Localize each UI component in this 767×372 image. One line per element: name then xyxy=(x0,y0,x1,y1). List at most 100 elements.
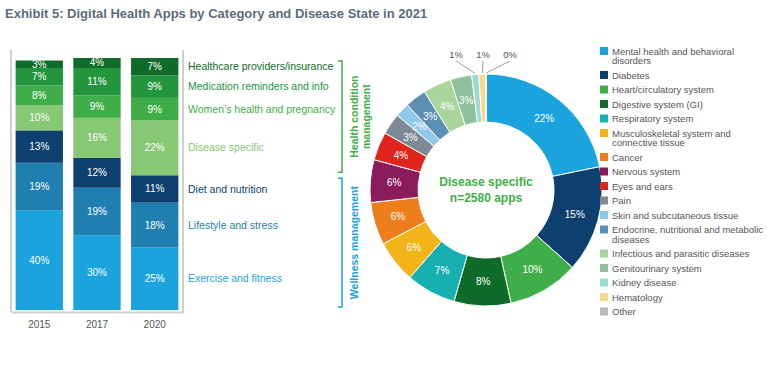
legend-swatch xyxy=(600,211,608,219)
x-tick-label: 2015 xyxy=(28,319,51,330)
data-label: 11% xyxy=(87,76,106,87)
bar-segment xyxy=(131,175,178,202)
group-label: Wellness management xyxy=(348,186,360,300)
legend-swatch xyxy=(600,264,608,272)
bar-segment xyxy=(73,188,120,235)
data-label: 10% xyxy=(522,264,542,275)
data-label: 12% xyxy=(87,167,107,178)
legend-swatch xyxy=(600,100,608,108)
data-label: 7% xyxy=(435,265,450,276)
legend-label: Hematology xyxy=(612,292,663,303)
leader-line xyxy=(482,61,484,73)
data-label: 8% xyxy=(32,90,47,101)
bar-segment xyxy=(131,120,178,175)
data-label: 3% xyxy=(459,95,474,106)
legend-swatch xyxy=(600,71,608,79)
series-label: Medication reminders and info xyxy=(188,80,329,92)
data-label: 7% xyxy=(147,61,162,72)
series-label: Healthcare providers/insurance xyxy=(188,60,333,72)
data-label: 15% xyxy=(565,209,585,220)
donut-subtitle: n=2580 apps xyxy=(450,191,523,205)
data-label: 3% xyxy=(423,111,438,122)
legend-label: Pain xyxy=(612,195,631,206)
donut-slice xyxy=(501,235,573,303)
data-label: 18% xyxy=(145,220,165,231)
legend-label: Musculoskeletal system andconnective tis… xyxy=(612,128,731,149)
legend-label: Kidney disease xyxy=(612,277,676,288)
legend-swatch xyxy=(600,293,608,301)
data-label: 9% xyxy=(90,101,105,112)
group-label: Health conditionmanagement xyxy=(348,76,372,158)
series-label: Lifestyle and stress xyxy=(188,219,278,231)
donut-slice xyxy=(371,197,426,243)
bar-segment xyxy=(131,98,178,120)
donut-slices xyxy=(370,74,602,306)
legend-label: Nervous system xyxy=(612,166,680,177)
data-label: 22% xyxy=(534,113,554,124)
data-label: 16% xyxy=(87,132,107,143)
x-tick: 2020 xyxy=(144,312,167,330)
data-label: 3% xyxy=(403,132,418,143)
data-label: 10% xyxy=(29,112,49,123)
x-tick-label: 2020 xyxy=(144,319,167,330)
legend-label: Cancer xyxy=(612,152,643,163)
x-tick: 2015 xyxy=(28,312,51,330)
data-label: 13% xyxy=(29,141,49,152)
bar-segment xyxy=(73,68,120,95)
data-label: 19% xyxy=(87,206,107,217)
bar-chart: 40%30%25%19%19%18%13%12%11%10%16%22%8%9%… xyxy=(11,50,372,330)
bar-segment xyxy=(131,58,178,75)
bar-segment xyxy=(73,235,120,310)
bar-segment xyxy=(16,130,63,162)
data-label: 25% xyxy=(145,273,165,284)
bar-segment xyxy=(16,105,63,130)
x-axis: 2015 2017 2020 xyxy=(12,312,184,330)
legend-swatch xyxy=(600,168,608,176)
x-axis-line xyxy=(12,312,184,314)
donut-slice xyxy=(486,74,600,176)
legend-label: Other xyxy=(612,306,636,317)
legend-label: Endocrine, nutritional and metabolicdise… xyxy=(612,224,763,245)
legend-label: Infectious and parasitic diseases xyxy=(612,248,750,259)
legend-label: Skin and subcutaneous tissue xyxy=(612,210,738,221)
series-labels: Exercise and fitnessLifestyle and stress… xyxy=(188,60,336,284)
legend-swatch xyxy=(600,153,608,161)
chart-root: Exhibit 5: Digital Health Apps by Catego… xyxy=(0,0,767,372)
bar-segment xyxy=(131,248,178,310)
legend-swatch xyxy=(600,279,608,287)
bar-segment xyxy=(73,158,120,188)
bar-segment xyxy=(73,95,120,117)
series-label: Women’s health and pregnancy xyxy=(188,103,336,115)
data-label: 2% xyxy=(412,121,427,132)
data-label: 1% xyxy=(449,49,463,60)
bar-segment xyxy=(73,118,120,158)
data-label: 11% xyxy=(145,183,164,194)
legend-swatch xyxy=(600,182,608,190)
donut-slice xyxy=(486,74,487,122)
legend-label: Respiratory system xyxy=(612,113,693,124)
data-label: 7% xyxy=(32,71,47,82)
legend-label: Heart/circulatory system xyxy=(612,84,714,95)
group-bracket xyxy=(338,178,342,307)
frame-right xyxy=(182,50,184,312)
legend-swatch xyxy=(600,47,608,55)
x-tick-label: 2017 xyxy=(86,319,109,330)
data-label: 1% xyxy=(476,49,490,60)
bar-marks xyxy=(16,58,179,310)
leader-line xyxy=(456,61,475,74)
donut-labels: 22%15%10%8%7%6%6%6%4%3%2%3%4%3%1%1%0% xyxy=(387,49,585,287)
bar-segment xyxy=(73,58,120,68)
bar-segment xyxy=(16,210,63,310)
data-label: 9% xyxy=(147,81,162,92)
legend-label: Genitourinary system xyxy=(612,263,702,274)
legend-swatch xyxy=(600,226,608,234)
data-label: 6% xyxy=(387,177,402,188)
data-label: 6% xyxy=(407,242,422,253)
legend-swatch xyxy=(600,250,608,258)
data-label: 6% xyxy=(391,211,406,222)
legend-swatch xyxy=(600,86,608,94)
data-label: 40% xyxy=(29,255,49,266)
data-label: 9% xyxy=(147,104,162,115)
title: Exhibit 5: Digital Health Apps by Catego… xyxy=(5,6,427,21)
bar-segment xyxy=(16,68,63,85)
